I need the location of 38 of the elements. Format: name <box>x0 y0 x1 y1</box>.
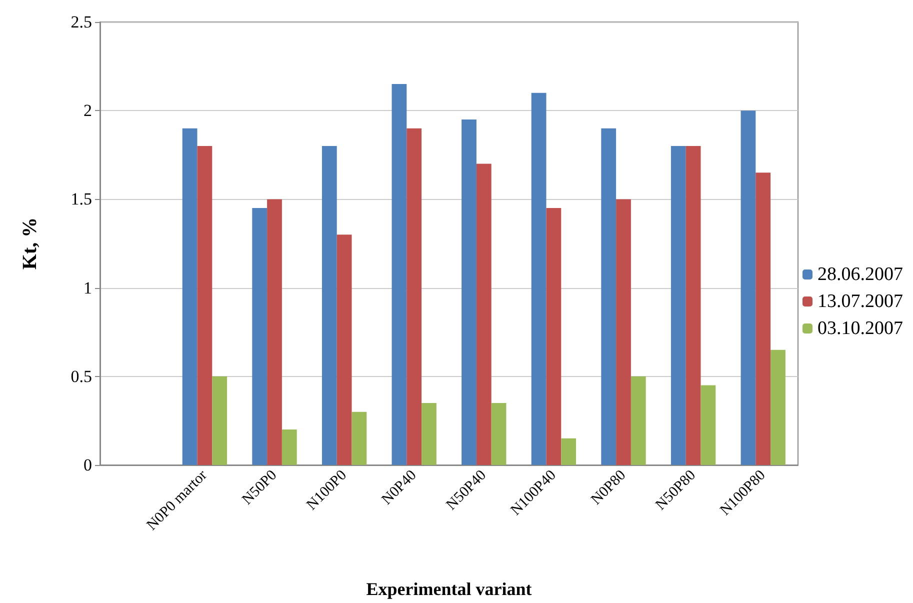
legend-label: 03.10.2007 <box>818 318 903 339</box>
bar <box>491 402 506 465</box>
y-tick-label: 1 <box>84 278 92 298</box>
bar <box>406 128 422 465</box>
bar <box>616 199 631 465</box>
bar <box>182 128 198 465</box>
bar <box>422 402 436 465</box>
bar <box>630 376 646 465</box>
bar <box>267 199 282 465</box>
bar <box>601 128 616 465</box>
bar <box>740 110 756 465</box>
y-tick-label: 2 <box>84 101 92 120</box>
y-tick-label: 2.5 <box>70 12 92 32</box>
legend-label: 28.06.2007 <box>818 264 903 285</box>
bar <box>282 430 297 465</box>
y-tick-label: 0.5 <box>70 366 92 386</box>
bar <box>322 146 337 465</box>
bar <box>700 385 716 465</box>
bar <box>686 146 701 465</box>
y-axis-title: Kt, % <box>19 217 41 270</box>
bar <box>352 412 367 465</box>
bar <box>336 234 352 465</box>
bar <box>531 92 546 465</box>
bar <box>546 208 562 465</box>
bar <box>392 84 407 465</box>
y-tick-label: 1.5 <box>70 190 92 209</box>
bar <box>212 376 228 465</box>
legend-label: 13.07.2007 <box>818 291 903 312</box>
bar <box>462 119 476 465</box>
bar <box>252 208 268 465</box>
y-tick-label: 0 <box>84 456 92 474</box>
bar <box>561 438 576 465</box>
bar <box>670 146 686 465</box>
bar <box>197 146 212 465</box>
bar <box>476 164 492 465</box>
x-axis-title: Experimental variant <box>366 579 532 599</box>
bar <box>770 350 786 465</box>
bar <box>756 172 771 465</box>
